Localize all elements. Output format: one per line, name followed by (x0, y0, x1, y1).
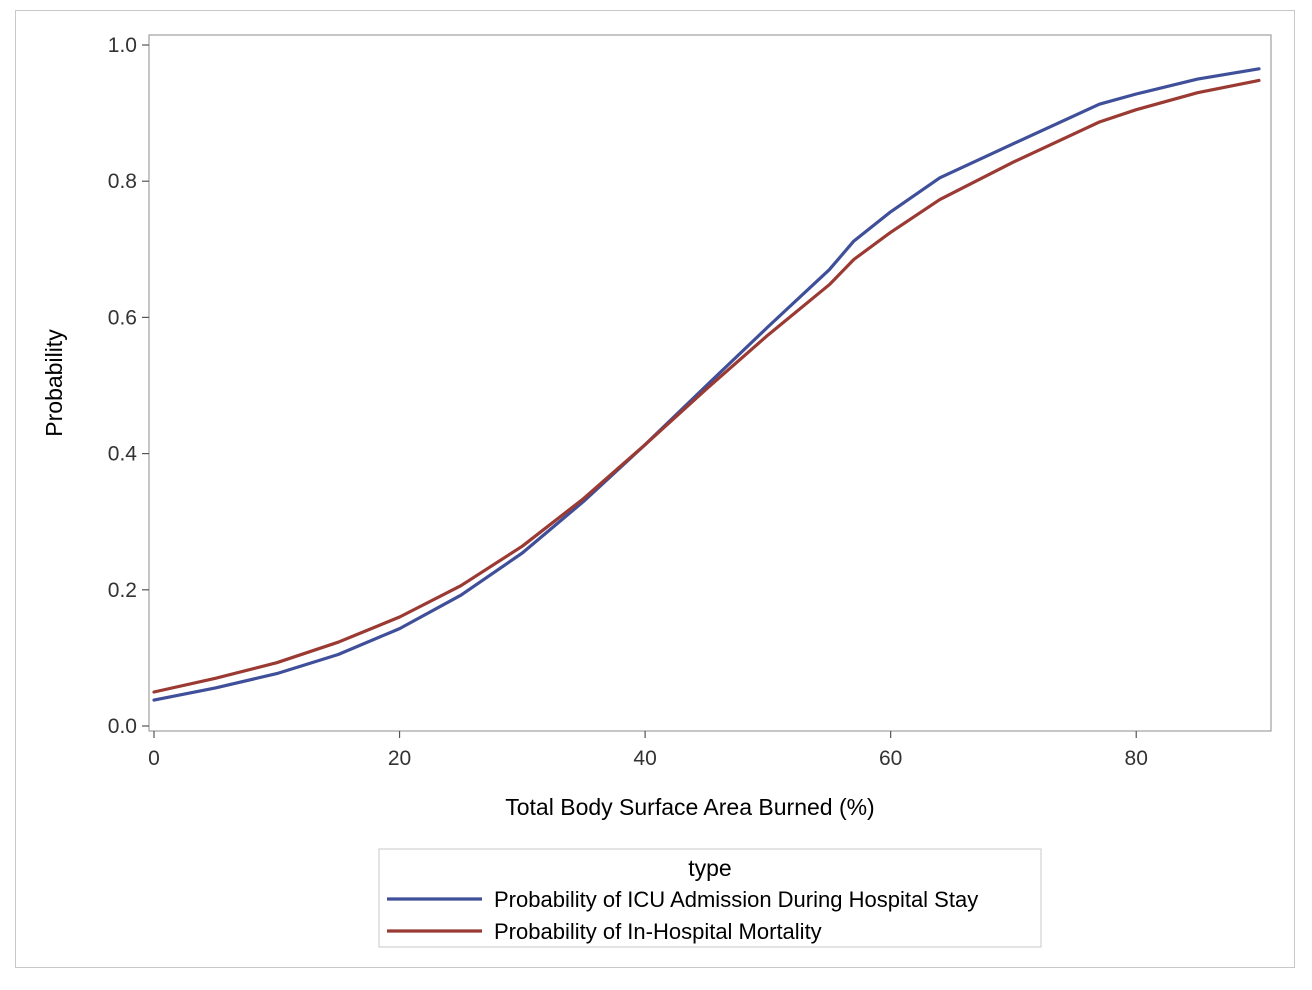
y-tick-label: 0.6 (108, 306, 137, 329)
series-line (152, 78, 1261, 694)
legend: type Probability of ICU Admission During… (378, 848, 1042, 948)
line-chart: 0.0 0.2 0.4 0.6 0.8 1.0 0 20 40 60 80 Probability… (41, 34, 1272, 948)
plot-area (148, 34, 1272, 732)
x-tick-label: 60 (879, 747, 902, 770)
legend-items: Probability of ICU Admission During Hosp… (387, 887, 978, 944)
x-tick-label: 80 (1125, 747, 1148, 770)
x-axis-title: Total Body Surface Area Burned (%) (505, 794, 874, 820)
y-tick-label: 0.4 (108, 443, 138, 466)
y-tick-label: 0.2 (108, 579, 137, 602)
x-tick-label: 20 (388, 747, 411, 770)
y-tick-label: 0.0 (108, 715, 137, 738)
x-tick-label: 0 (148, 747, 160, 770)
y-tick-label: 1.0 (108, 34, 137, 57)
legend-label: Probability of In-Hospital Mortality (494, 919, 822, 944)
legend-title: type (688, 855, 731, 881)
x-axis: 0 20 40 60 80 (148, 731, 1148, 770)
legend-label: Probability of ICU Admission During Hosp… (494, 887, 978, 912)
legend-box (378, 848, 1042, 948)
y-axis: 0.0 0.2 0.4 0.6 0.8 1.0 (108, 34, 149, 738)
y-axis-title: Probability (41, 329, 67, 437)
series-layer (152, 67, 1261, 702)
series-line (152, 67, 1261, 702)
chart-frame: 0.0 0.2 0.4 0.6 0.8 1.0 0 20 40 60 80 Probability… (15, 10, 1295, 968)
y-tick-label: 0.8 (108, 170, 137, 193)
x-tick-label: 40 (633, 747, 656, 770)
plot-border (148, 34, 1272, 732)
